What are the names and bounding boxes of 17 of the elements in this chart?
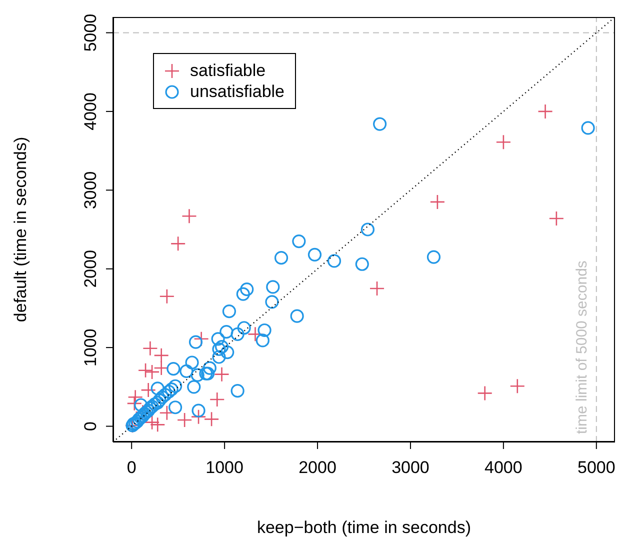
y-tick-label: 1000	[81, 328, 100, 366]
y-tick-label: 0	[81, 422, 100, 431]
y-tick-label: 4000	[81, 92, 100, 130]
x-tick-label: 4000	[484, 458, 522, 478]
legend-label: unsatisfiable	[190, 81, 285, 102]
x-tick-label: 5000	[577, 458, 616, 478]
x-tick-label: 3000	[392, 458, 430, 478]
y-axis-title: default (time in seconds)	[11, 136, 30, 322]
x-tick-label: 2000	[298, 458, 336, 478]
x-axis-title: keep−both (time in seconds)	[256, 518, 472, 537]
ref-line-label: time limit of 5000 seconds	[573, 260, 590, 434]
y-tick-label: 2000	[81, 250, 100, 288]
y-tick-label: 3000	[81, 171, 100, 210]
legend-label: satisfiable	[190, 60, 266, 81]
y-tick-label: 5000	[81, 14, 100, 52]
x-tick-label: 1000	[206, 458, 244, 478]
x-tick-label: 0	[126, 458, 136, 478]
